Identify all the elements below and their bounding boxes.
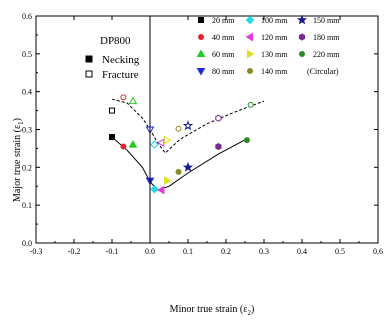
x-tick-label: -0.2 (68, 247, 81, 256)
series-legend-label: 220 mm (313, 50, 340, 59)
x-tick-labels: -0.3 -0.2 -0.1 0.0 0.1 0.2 0.3 0.4 0.5 0.6 (30, 247, 383, 256)
mode-legend-label: Fracture (102, 69, 139, 81)
series-legend-label: 140 mm (261, 67, 288, 76)
series-legend-label: 180 mm (313, 33, 340, 42)
x-tick-label: 0.4 (297, 247, 307, 256)
fracture-point (156, 138, 165, 148)
necking-point (243, 137, 250, 144)
series-legend-marker (198, 34, 204, 40)
series-legend-marker (296, 14, 308, 25)
x-tick-label: -0.1 (106, 247, 119, 256)
x-tick-label: 0.6 (373, 247, 383, 256)
y-tick-label: 0.2 (22, 163, 32, 172)
fracture-point (175, 125, 182, 132)
series-legend-label: 150 mm (313, 16, 340, 25)
fracture-point (128, 96, 138, 105)
necking-point (175, 168, 182, 175)
fracture-point (109, 107, 115, 114)
series-legend-label: 20 mm (212, 16, 235, 25)
y-tick-label: 0.4 (22, 88, 32, 97)
series-legend: 20 mm 40 mm 60 mm 80 mm 100 mm 120 mm 130 mm 14… (196, 14, 340, 76)
mode-legend-label: Necking (102, 54, 140, 66)
necking-point (109, 134, 115, 141)
series-legend-label: 60 mm (212, 50, 235, 59)
fracture-point (150, 140, 159, 149)
necking-point (182, 161, 194, 172)
series-legend-label: 40 mm (212, 33, 235, 42)
series-legend-label: 80 mm (212, 67, 235, 76)
plot-frame (35, 15, 379, 244)
fracture-point (120, 94, 127, 101)
data-points (109, 94, 254, 195)
series-legend-marker (245, 32, 253, 42)
y-tick-label: 0.5 (22, 50, 32, 59)
fracture-curve (111, 98, 265, 154)
necking-point (164, 176, 172, 185)
y-tick-label: 0.3 (22, 126, 32, 135)
series-legend-marker (196, 68, 206, 76)
y-tick-label: 0.6 (22, 12, 32, 21)
series-legend-marker (198, 17, 204, 23)
mode-legend-marker (85, 70, 93, 78)
y-tick-labels: 0.0 0.1 0.2 0.3 0.4 0.5 0.6 (22, 12, 32, 248)
series-legend-marker (247, 68, 253, 74)
series-legend-label: (Circular) (307, 67, 339, 76)
fracture-point (182, 120, 194, 131)
mode-legend-marker (85, 55, 93, 63)
necking-point (128, 140, 138, 148)
series-legend-marker (299, 51, 305, 57)
material-label: DP800 (100, 35, 131, 47)
fracture-point (247, 101, 254, 108)
x-axis-title: Minor true strain (ε2) (170, 304, 255, 317)
series-legend-marker (247, 49, 255, 59)
y-tick-label: 0.1 (22, 201, 32, 210)
series-legend-label: 130 mm (261, 50, 288, 59)
necking-point (156, 185, 165, 195)
y-tick-label: 0.0 (22, 239, 32, 248)
x-tick-label: -0.3 (30, 247, 43, 256)
necking-point (120, 143, 127, 150)
x-tick-label: 0.0 (145, 247, 155, 256)
y-axis-title: Major true strain (ε1) (12, 118, 25, 202)
series-legend-marker (298, 33, 306, 41)
x-tick-label: 0.3 (259, 247, 269, 256)
mode-legend: Necking Fracture (85, 54, 140, 81)
x-tick-label: 0.5 (335, 247, 345, 256)
series-legend-marker (245, 15, 255, 25)
necking-point (150, 185, 159, 194)
series-legend-label: 120 mm (261, 33, 288, 42)
necking-point (215, 142, 222, 151)
x-tick-label: 0.2 (221, 247, 231, 256)
series-legend-marker (196, 49, 206, 57)
x-tick-label: 0.1 (183, 247, 193, 256)
fracture-point (215, 114, 222, 122)
series-legend-label: 100 mm (261, 16, 288, 25)
fracture-point (164, 135, 172, 145)
